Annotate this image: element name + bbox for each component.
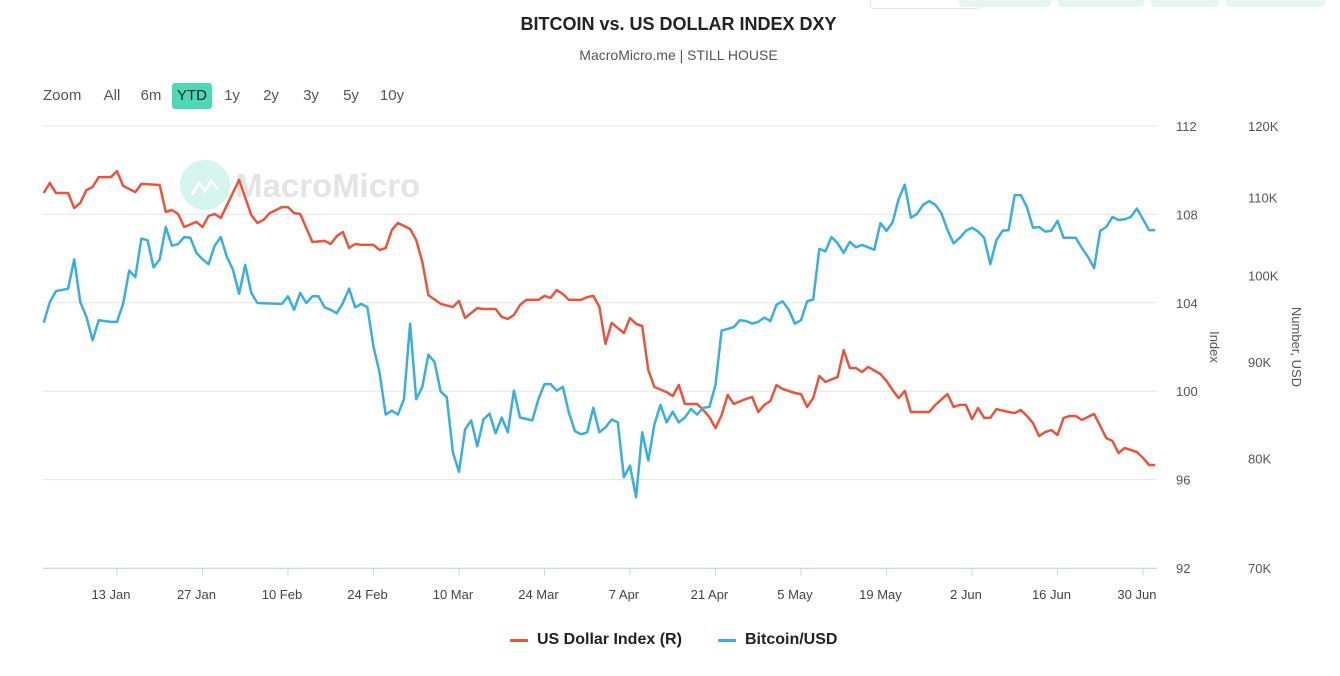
x-tick-label: 21 Apr: [691, 587, 729, 602]
y-tick-label-usd: 100K: [1248, 269, 1279, 284]
top-toolbar-button[interactable]: [1151, 0, 1219, 7]
x-tick-label: 24 Mar: [518, 587, 559, 602]
x-tick-label: 30 Jun: [1117, 587, 1156, 602]
x-tick-label: 7 Apr: [609, 587, 640, 602]
series-line-us-dollar-index[interactable]: [42, 169, 1156, 467]
range-button-5y[interactable]: 5y: [343, 87, 359, 104]
top-toolbar-button[interactable]: [1058, 0, 1144, 7]
x-tick-label: 2 Jun: [950, 587, 982, 602]
y-tick-label-usd: 120K: [1248, 119, 1279, 134]
y-tick-label-index: 92: [1176, 561, 1190, 576]
y-tick-label-usd: 80K: [1248, 451, 1271, 466]
y-tick-label-index: 100: [1176, 384, 1198, 399]
zoom-label: Zoom: [43, 87, 82, 104]
range-button-ytd[interactable]: YTD: [172, 83, 212, 109]
range-button-10y[interactable]: 10y: [379, 87, 405, 104]
range-button-all[interactable]: All: [103, 87, 121, 104]
top-toolbar-button[interactable]: [1226, 0, 1325, 7]
chart-subtitle: MacroMicro.me | STILL HOUSE: [579, 47, 778, 63]
x-tick-label: 10 Mar: [433, 587, 474, 602]
range-button-2y[interactable]: 2y: [263, 87, 279, 104]
legend-item-dxy[interactable]: US Dollar Index (R): [510, 631, 682, 649]
top-toolbar-button[interactable]: [959, 0, 1051, 7]
y-tick-label-index: 104: [1176, 296, 1198, 311]
y-tick-label-usd: 110K: [1248, 190, 1278, 205]
y-axis-title-usd: Number, USD: [1289, 307, 1304, 387]
x-tick-label: 16 Jun: [1032, 587, 1071, 602]
range-button-6m[interactable]: 6m: [140, 87, 162, 104]
legend-swatch-btc: [718, 638, 736, 642]
watermark-text: MacroMicro: [235, 167, 420, 204]
x-tick-label: 13 Jan: [91, 587, 130, 602]
y-tick-label-index: 112: [1176, 119, 1197, 134]
range-button-1y[interactable]: 1y: [224, 87, 240, 104]
legend-item-btc[interactable]: Bitcoin/USD: [718, 631, 837, 649]
y-axis-title-index: Index: [1207, 331, 1222, 363]
x-tick-label: 19 May: [859, 587, 902, 602]
legend-label-dxy: US Dollar Index (R): [537, 631, 682, 648]
x-tick-label: 5 May: [777, 587, 813, 602]
x-tick-label: 24 Feb: [347, 587, 387, 602]
series-line-bitcoin-usd[interactable]: [42, 183, 1156, 499]
y-tick-label-usd: 70K: [1248, 561, 1271, 576]
x-tick-label: 27 Jan: [177, 587, 216, 602]
legend-label-btc: Bitcoin/USD: [745, 631, 838, 648]
chart-title: BITCOIN vs. US DOLLAR INDEX DXY: [520, 14, 837, 34]
x-tick-label: 10 Feb: [262, 587, 302, 602]
y-tick-label-usd: 90K: [1248, 355, 1271, 370]
y-tick-label-index: 108: [1176, 207, 1198, 222]
watermark-chart-icon: [190, 178, 220, 196]
watermark-logo: MacroMicro: [180, 160, 420, 210]
range-button-3y[interactable]: 3y: [303, 87, 319, 104]
watermark-logo-icon: [180, 160, 230, 210]
legend-swatch-dxy: [510, 638, 528, 642]
y-tick-label-index: 96: [1176, 473, 1190, 488]
